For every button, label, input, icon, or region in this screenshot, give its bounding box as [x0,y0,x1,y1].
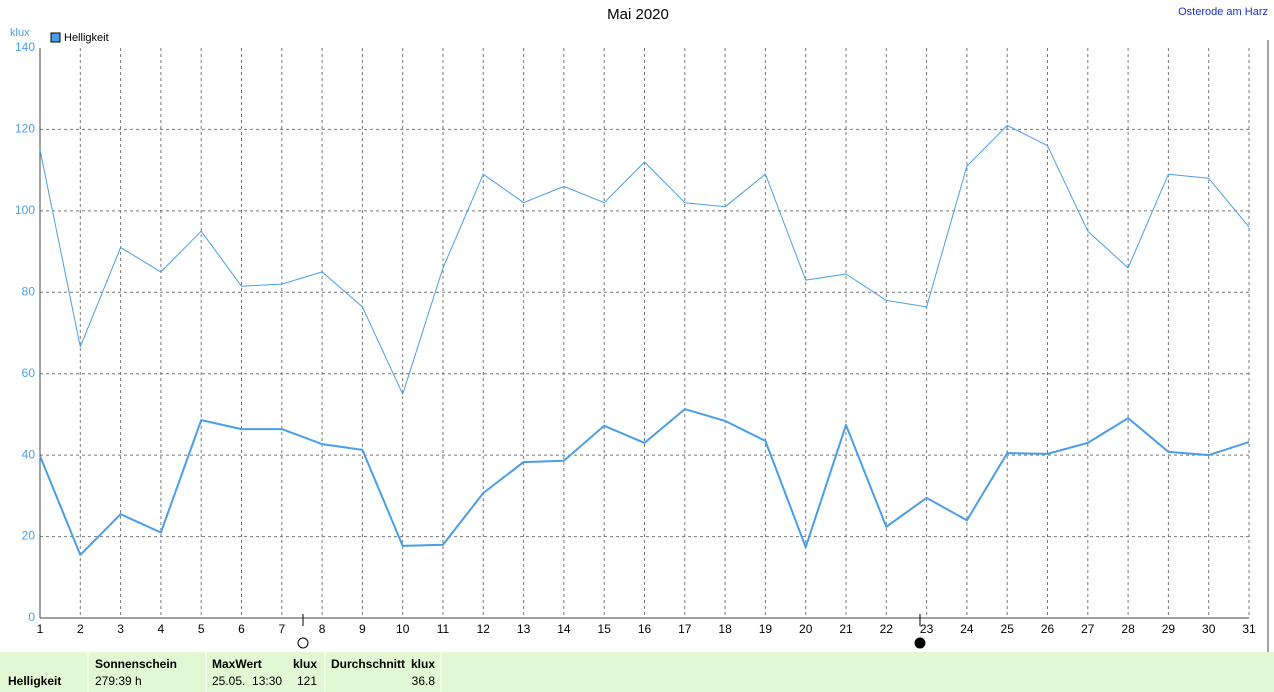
y-axis-label: klux [10,27,30,39]
summary-table: Helligkeit Sonnenschein 279:39 h MaxWert… [0,652,1274,692]
x-tick-label: 21 [839,622,853,636]
legend: Helligkeit [50,32,109,44]
y-tick-label: 140 [15,40,35,54]
x-tick-label: 24 [960,622,974,636]
x-tick-label: 20 [799,622,813,636]
y-tick-label: 100 [15,203,35,217]
y-tick-label: 20 [22,529,36,543]
x-tick-label: 30 [1202,622,1216,636]
location: Osterode am Harz [1178,6,1268,18]
x-tick-label: 11 [437,622,450,636]
cell-header: MaxWert [212,657,262,671]
x-tick-label: 17 [678,622,692,636]
x-tick-label: 27 [1081,622,1095,636]
x-tick-label: 5 [198,622,205,636]
x-tick-label: 29 [1162,622,1176,636]
x-tick-label: 3 [117,622,124,636]
legend-swatch [50,32,61,43]
x-tick-label: 16 [638,622,652,636]
x-tick-label: 31 [1242,622,1256,636]
x-tick-label: 12 [477,622,491,636]
x-tick-label: 8 [319,622,326,636]
cell-value: 279:39 h [95,674,142,688]
legend-label: Helligkeit [64,32,109,44]
x-tick-label: 25 [1001,622,1015,636]
cell-header: Sonnenschein [95,657,177,671]
y-tick-label: 120 [15,122,35,136]
x-tick-label: 7 [278,622,285,636]
cell-value: 36.8 [412,674,436,688]
x-tick-label: 18 [718,622,732,636]
row-label: Helligkeit [8,674,61,688]
cell-unit: klux [293,657,317,671]
cell-header: Durchschnitt [331,657,405,671]
chart-title: Mai 2020 [607,6,669,23]
table-background [0,652,1274,692]
y-tick-label: 0 [28,610,35,624]
cell-unit: klux [411,657,435,671]
x-tick-label: 22 [880,622,894,636]
x-tick-label: 6 [238,622,245,636]
x-tick-label: 2 [77,622,84,636]
series-line [39,124,1250,395]
x-tick-label: 26 [1041,622,1055,636]
x-tick-label: 10 [396,622,410,636]
y-tick-label: 80 [22,284,36,298]
x-tick-label: 15 [598,622,612,636]
y-tick-label: 40 [22,447,36,461]
y-tick-label: 60 [22,366,36,380]
cell-value: 121 [297,674,317,688]
x-tick-label: 28 [1121,622,1135,636]
new-moon-icon [914,637,926,649]
cell-value: 25.05. 13:30 [212,674,282,688]
x-tick-label: 13 [517,622,531,636]
x-tick-label: 4 [158,622,165,636]
x-tick-label: 14 [557,622,571,636]
full-moon-icon [297,637,309,649]
x-tick-label: 19 [759,622,773,636]
series-line [39,408,1250,556]
x-tick-label: 1 [37,622,44,636]
x-tick-label: 23 [920,622,934,636]
x-tick-label: 9 [359,622,366,636]
